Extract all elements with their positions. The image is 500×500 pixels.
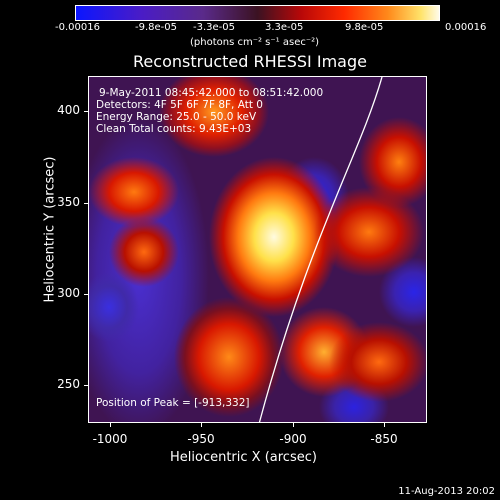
x-tick [384, 423, 385, 427]
colorbar [75, 5, 440, 21]
colorbar-tick: 3.3e-05 [265, 22, 304, 33]
y-tick [84, 294, 88, 295]
y-tick [84, 203, 88, 204]
footer-date: 11-Aug-2013 20:02 [398, 486, 495, 497]
y-tick-label: 300 [57, 286, 80, 300]
x-tick-label: -1000 [92, 432, 128, 446]
time-range: 9-May-2011 08:45:42.000 to 08:51:42.000 [99, 87, 324, 99]
image-title: Reconstructed RHESSI Image [133, 52, 367, 71]
y-tick-label: 250 [57, 377, 80, 391]
detectors-info: Detectors: 4F 5F 6F 7F 8F, Att 0 [96, 99, 263, 111]
x-tick [201, 423, 202, 427]
y-tick [84, 111, 88, 112]
x-tick-label: -900 [279, 432, 307, 446]
colorbar-tick: 9.8e-05 [345, 22, 384, 33]
x-tick [110, 423, 111, 427]
y-tick-label: 400 [57, 103, 80, 117]
colorbar-tick: 0.00016 [445, 22, 487, 33]
energy-info: Energy Range: 25.0 - 50.0 keV [96, 111, 257, 123]
y-tick-label: 350 [57, 195, 80, 209]
x-tick [293, 423, 294, 427]
x-tick-label: -950 [187, 432, 215, 446]
x-tick-label: -850 [370, 432, 398, 446]
clean-info: Clean Total counts: 9.43E+03 [96, 123, 252, 135]
y-axis-title: Heliocentric Y (arcsec) [42, 156, 58, 303]
colorbar-tick: -9.8e-05 [135, 22, 177, 33]
solar-limb [258, 77, 383, 422]
colorbar-units: (photons cm⁻² s⁻¹ asec⁻²) [190, 37, 320, 48]
y-tick [84, 385, 88, 386]
x-axis-title: Heliocentric X (arcsec) [170, 450, 317, 465]
rhessi-image: 9-May-2011 08:45:42.000 to 08:51:42.000 … [88, 76, 427, 423]
colorbar-tick: -0.00016 [55, 22, 100, 33]
colorbar-tick: -3.3e-05 [193, 22, 235, 33]
peak-position: Position of Peak = [-913,332] [96, 397, 250, 409]
